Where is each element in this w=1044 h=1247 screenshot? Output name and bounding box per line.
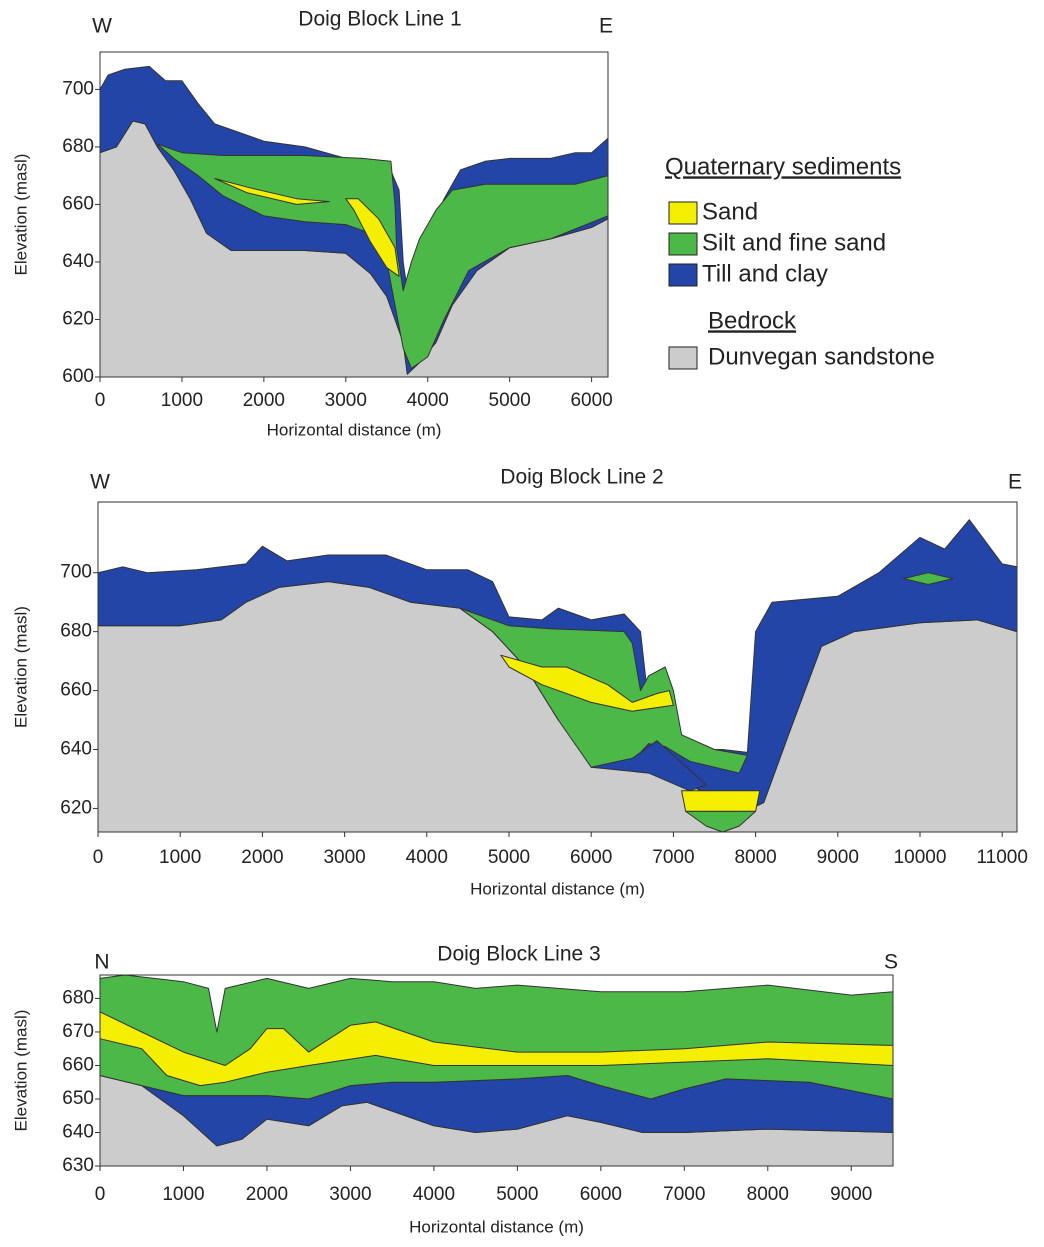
x-axis-title: Horizontal distance (m) bbox=[409, 1217, 584, 1236]
direction-label: W bbox=[92, 15, 112, 38]
x-tick-label: 0 bbox=[95, 1184, 106, 1205]
x-tick-label: 1000 bbox=[159, 847, 201, 868]
geologic-unit bbox=[685, 810, 757, 833]
y-tick-label: 680 bbox=[62, 136, 94, 157]
x-tick-label: 8000 bbox=[747, 1184, 789, 1205]
x-tick-label: 6000 bbox=[580, 1184, 622, 1205]
x-tick-label: 5000 bbox=[489, 390, 531, 411]
y-tick-label: 660 bbox=[62, 193, 94, 214]
x-tick-label: 6000 bbox=[570, 847, 612, 868]
chart-title: Doig Block Line 2 bbox=[500, 466, 663, 489]
x-tick-label: 5000 bbox=[488, 847, 530, 868]
x-tick-label: 4000 bbox=[406, 847, 448, 868]
x-tick-label: 3000 bbox=[323, 847, 365, 868]
legend-swatch bbox=[668, 232, 698, 256]
x-tick-label: 6000 bbox=[570, 390, 612, 411]
y-tick-label: 660 bbox=[62, 1054, 94, 1075]
legend-title: Bedrock bbox=[708, 307, 797, 334]
y-axis-title: Elevation (masl) bbox=[11, 154, 30, 276]
legend-label: Dunvegan sandstone bbox=[708, 343, 935, 370]
direction-label: S bbox=[884, 951, 898, 974]
legend-swatch bbox=[668, 346, 698, 370]
x-tick-label: 5000 bbox=[496, 1184, 538, 1205]
y-tick-label: 640 bbox=[62, 1122, 94, 1143]
y-tick-label: 640 bbox=[60, 739, 92, 760]
x-tick-label: 0 bbox=[95, 390, 106, 411]
y-tick-label: 670 bbox=[62, 1021, 94, 1042]
legend-swatch bbox=[668, 201, 698, 225]
x-tick-label: 4000 bbox=[413, 1184, 455, 1205]
chart-title: Doig Block Line 3 bbox=[437, 943, 600, 966]
x-tick-label: 0 bbox=[93, 847, 104, 868]
geologic-unit bbox=[590, 740, 707, 792]
geologic-unit bbox=[903, 572, 954, 585]
direction-label: N bbox=[94, 951, 109, 974]
y-tick-label: 680 bbox=[62, 987, 94, 1008]
plot-border bbox=[97, 501, 1018, 833]
x-tick-label: 9000 bbox=[830, 1184, 872, 1205]
direction-label: W bbox=[90, 471, 110, 494]
x-tick-label: 9000 bbox=[817, 847, 859, 868]
geologic-unit bbox=[214, 178, 330, 205]
y-tick-label: 640 bbox=[62, 251, 94, 272]
legend-label: Sand bbox=[702, 198, 758, 225]
legend-swatch bbox=[668, 263, 698, 287]
plot-border bbox=[99, 974, 894, 1167]
x-tick-label: 1000 bbox=[161, 390, 203, 411]
y-tick-label: 700 bbox=[60, 562, 92, 583]
x-tick-label: 2000 bbox=[243, 390, 285, 411]
legend-title: Quaternary sediments bbox=[665, 153, 901, 180]
x-tick-label: 4000 bbox=[407, 390, 449, 411]
x-tick-label: 1000 bbox=[162, 1184, 204, 1205]
y-tick-label: 700 bbox=[62, 78, 94, 99]
x-tick-label: 7000 bbox=[652, 847, 694, 868]
y-tick-label: 680 bbox=[60, 621, 92, 642]
y-tick-label: 630 bbox=[62, 1155, 94, 1176]
y-tick-label: 650 bbox=[62, 1088, 94, 1109]
direction-label: E bbox=[1008, 471, 1022, 494]
x-tick-label: 10000 bbox=[894, 847, 947, 868]
y-axis-title: Elevation (masl) bbox=[11, 1010, 30, 1132]
x-tick-label: 8000 bbox=[734, 847, 776, 868]
y-tick-label: 620 bbox=[62, 308, 94, 329]
x-axis-title: Horizontal distance (m) bbox=[470, 879, 645, 898]
chart-title: Doig Block Line 1 bbox=[298, 8, 461, 31]
y-axis-title: Elevation (masl) bbox=[11, 606, 30, 728]
geologic-unit bbox=[500, 654, 674, 712]
legend-label: Till and clay bbox=[702, 260, 828, 287]
y-tick-label: 620 bbox=[60, 797, 92, 818]
x-tick-label: 11000 bbox=[976, 847, 1027, 868]
x-tick-label: 2000 bbox=[241, 847, 283, 868]
x-axis-title: Horizontal distance (m) bbox=[267, 420, 442, 439]
x-tick-label: 7000 bbox=[663, 1184, 705, 1205]
y-tick-label: 600 bbox=[62, 366, 94, 387]
legend-label: Silt and fine sand bbox=[702, 229, 886, 256]
x-tick-label: 3000 bbox=[325, 390, 367, 411]
geologic-unit bbox=[345, 198, 400, 277]
x-tick-label: 3000 bbox=[329, 1184, 371, 1205]
y-tick-label: 660 bbox=[60, 680, 92, 701]
x-tick-label: 2000 bbox=[246, 1184, 288, 1205]
direction-label: E bbox=[599, 15, 613, 38]
geologic-unit bbox=[681, 790, 761, 812]
plot-border bbox=[99, 51, 609, 378]
